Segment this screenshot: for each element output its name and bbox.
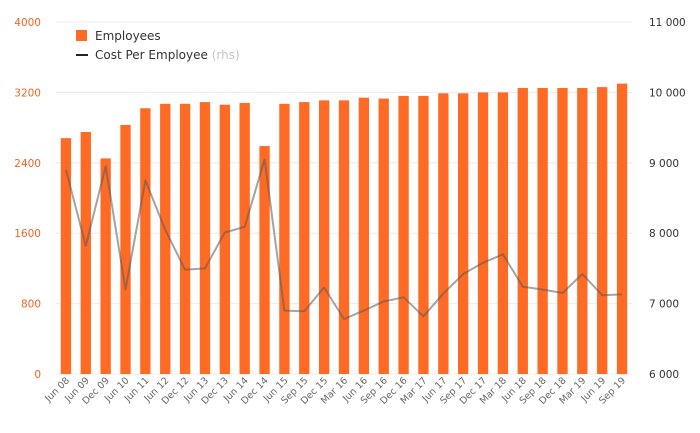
employees-bar [80,132,91,374]
employees-bar [616,83,628,374]
right-axis-ticks: 6 000 7 000 8 000 9 000 10 000 11 000 [649,17,686,381]
employees-bar [100,158,111,374]
employees-bar [517,88,528,374]
employees-bar [299,102,310,374]
right-axis-tick: 11 000 [649,17,686,29]
left-axis-ticks: 0 800 1600 2400 3200 4000 [14,17,41,381]
employees-bar [179,103,191,374]
employees-bar [338,100,350,374]
right-axis-tick: 9 000 [649,158,679,170]
right-axis-tick: 7 000 [649,299,679,311]
legend-employees-swatch [76,30,87,41]
left-axis-tick: 4000 [14,17,41,29]
employees-bar [477,92,489,375]
right-axis-tick: 10 000 [649,87,686,99]
right-axis-tick: 6 000 [649,369,679,381]
left-axis-tick: 0 [34,369,41,381]
left-axis-tick: 1600 [14,228,41,240]
employees-bar [398,95,409,375]
employees-bar [140,108,151,375]
employee-bars [60,83,628,375]
legend-cost-text: Cost Per Employee [95,48,208,62]
employees-bar [199,102,211,374]
legend-employees-label: Employees [95,29,161,43]
employees-bar [418,95,429,375]
left-axis-tick: 800 [21,299,41,311]
employees-bar [239,102,250,375]
employees-bar [358,97,370,375]
employees-bar [378,98,389,374]
legend-cost-label: Cost Per Employee (rhs) [95,48,240,62]
employees-bar [160,103,171,374]
right-axis-tick: 8 000 [649,228,679,240]
employees-bar [60,138,72,374]
employees-bar [458,93,469,374]
employees-bar [438,93,449,374]
employees-bar [259,146,270,374]
employees-bar [537,88,548,374]
cost-per-employee-line [64,158,623,321]
legend: Employees Cost Per Employee (rhs) [76,29,240,62]
employees-bar [318,100,330,374]
employees-bar [557,88,568,374]
employees-bar [577,88,588,374]
employees-bar [597,87,608,375]
employees-bar [279,103,290,374]
employees-bar [219,104,230,374]
employees-bar [120,124,131,375]
legend-cost-note: (rhs) [212,48,240,62]
left-axis-tick: 3200 [14,87,41,99]
left-axis-tick: 2400 [14,158,41,170]
employees-bar [497,92,509,375]
